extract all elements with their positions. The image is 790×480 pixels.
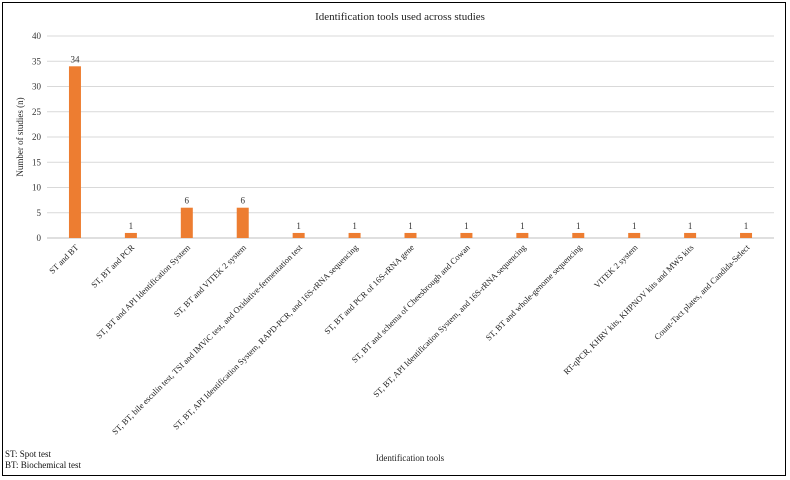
x-tick-label: ST, BT and API Identification System [94,242,193,341]
y-tick-label: 5 [37,208,42,218]
bar-value-label: 1 [296,221,301,231]
bar [124,232,137,238]
y-tick-label: 35 [32,56,42,66]
bar-value-label: 6 [240,196,245,206]
bars [68,66,753,238]
bar-value-label: 1 [520,221,525,231]
chart-title: Identification tools used across studies [315,11,485,23]
x-tick-label: ST, BT, API Identification System, RAPD-… [171,242,361,432]
x-tick-label: ST and BT [47,242,81,276]
x-tick-label: Count-Tact plates, and Candida-Select [652,242,752,342]
note-biochemical-test: BT: Biochemical test [5,460,82,470]
x-tick-label: ST, BT, bile esculin test, TSI and IMViC… [110,242,305,437]
bar-value-label: 1 [352,221,357,231]
bar [68,66,81,238]
bar [460,232,473,238]
bar [292,232,305,238]
bar [572,232,585,238]
bar [348,232,361,238]
bar [740,232,753,238]
bar-value-labels: 34 1 6 6 1 1 1 1 1 1 1 1 1 [70,54,748,231]
y-tick-label: 20 [32,132,42,142]
note-spot-test: ST: Spot test [5,449,52,459]
abbreviation-notes: ST: Spot test BT: Biochemical test [5,449,81,471]
bar [516,232,529,238]
bar-value-label: 6 [185,196,190,206]
x-tick-label: VITEK 2 system [592,242,640,290]
y-tick-label: 25 [32,107,42,117]
bar [628,232,641,238]
y-tick-label: 30 [32,82,42,92]
x-axis-label: Identification tools [376,453,445,463]
bar-value-label: 1 [576,221,581,231]
bar [404,232,417,238]
bar-value-label: 1 [744,221,749,231]
bar-value-label: 1 [464,221,469,231]
bar-value-label: 1 [632,221,637,231]
y-tick-label: 40 [32,31,42,41]
bar [180,207,193,238]
y-tick-label: 10 [32,183,42,193]
x-tick-label: RT-qPCR, KHRV kits, KHPNOV kits and MWS … [561,242,695,376]
bar-value-label: 1 [408,221,413,231]
bar [236,207,249,238]
bar-value-label: 34 [70,54,80,64]
bar-value-label: 1 [129,221,134,231]
y-tick-label: 15 [32,157,42,167]
y-axis-ticks: 0 5 10 15 20 25 30 35 40 [32,31,42,243]
x-tick-label: ST, BT and PCR of 16S-rRNA gene [322,242,416,336]
bar-value-label: 1 [688,221,693,231]
x-tick-label: ST, BT and whole-genome sequencing [484,242,585,343]
y-tick-label: 0 [37,233,42,243]
x-tick-label: ST, BT and schema of Cheesbrough and Cow… [349,242,472,365]
gridlines [47,35,774,214]
x-tick-label: ST, BT and PCR [89,242,136,289]
y-axis-label: Number of studies (n) [15,97,25,176]
bar [684,232,697,238]
